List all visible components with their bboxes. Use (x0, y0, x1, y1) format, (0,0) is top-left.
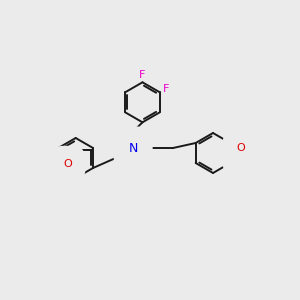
Text: N: N (128, 142, 138, 154)
Text: O: O (63, 159, 72, 169)
Text: O: O (236, 143, 245, 153)
Text: F: F (139, 70, 146, 80)
Text: F: F (163, 84, 169, 94)
Text: O: O (236, 153, 245, 163)
